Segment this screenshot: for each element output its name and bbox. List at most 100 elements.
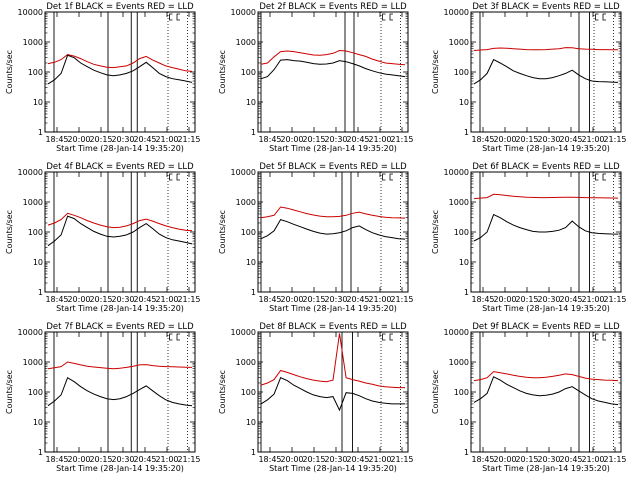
red-lld-series-line — [47, 361, 193, 370]
x-axis-label: Start Time (28-Jan-14 19:35:20) — [56, 464, 184, 473]
y-axis-label: Counts/sec — [5, 210, 14, 254]
x-axis-label: Start Time (28-Jan-14 19:35:20) — [269, 304, 397, 313]
detector-panel-3: Det 3f BLACK = Events RED = LLD 1 10 100 100… — [431, 2, 627, 153]
y-tick-label: 100 — [241, 388, 256, 397]
x-tick-label: 20:45 — [559, 455, 582, 464]
x-tick-label: 20:00 — [67, 135, 90, 144]
y-tick-label: 10 — [459, 98, 469, 107]
x-tick-label: 20:15 — [515, 295, 538, 304]
bracket-marker — [176, 333, 180, 341]
x-tick-label: 20:00 — [67, 295, 90, 304]
black-events-series-line — [47, 54, 193, 85]
x-tick-label: 20:15 — [302, 455, 325, 464]
y-tick-label: 100 — [454, 228, 469, 237]
plot-frame — [470, 11, 622, 133]
y-tick-label: 10 — [459, 418, 469, 427]
y-tick-label: 1000 — [449, 358, 469, 367]
x-tick-label: 21:15 — [177, 135, 200, 144]
y-axis-label: Counts/sec — [5, 370, 14, 414]
panel-title: Det 1f BLACK = Events RED = LLD — [46, 2, 194, 12]
plot-frame — [44, 331, 196, 453]
bracket-marker — [169, 173, 173, 181]
x-tick-label: 20:00 — [280, 455, 303, 464]
x-tick-label: 21:00 — [581, 135, 604, 144]
black-events-series-line — [473, 58, 619, 85]
y-tick-label: 10000 — [18, 168, 43, 177]
x-tick-label: 20:45 — [133, 455, 156, 464]
y-axis-label: Counts/sec — [218, 50, 227, 94]
red-lld-series-line — [473, 193, 619, 200]
y-tick-label: 10000 — [231, 328, 256, 337]
x-tick-label: 18:45 — [258, 295, 281, 304]
x-tick-label: 21:15 — [177, 295, 200, 304]
y-tick-label: 100 — [241, 68, 256, 77]
bracket-marker — [176, 13, 180, 21]
y-tick-label: 10 — [246, 98, 256, 107]
black-events-series-line — [473, 376, 619, 406]
panel-title: Det 6f BLACK = Events RED = LLD — [472, 162, 620, 172]
black-events-series-line — [260, 59, 406, 80]
x-axis-label: Start Time (28-Jan-14 19:35:20) — [56, 144, 184, 153]
x-tick-label: 20:15 — [302, 295, 325, 304]
bracket-marker — [169, 13, 173, 21]
x-tick-label: 20:00 — [280, 295, 303, 304]
red-lld-series-line — [473, 371, 619, 382]
x-tick-label: 21:00 — [155, 295, 178, 304]
x-tick-label: 20:00 — [493, 455, 516, 464]
detector-panel-4: Det 4f BLACK = Events RED = LLD 1 10 100 100… — [5, 162, 201, 313]
x-tick-label: 20:15 — [89, 455, 112, 464]
x-tick-label: 20:30 — [324, 295, 347, 304]
plot-frame — [470, 331, 622, 453]
x-tick-label: 20:00 — [67, 455, 90, 464]
y-tick-label: 1 — [38, 288, 43, 297]
plot-frame — [257, 331, 409, 453]
x-tick-label: 20:30 — [537, 455, 560, 464]
x-tick-label: 20:30 — [111, 295, 134, 304]
x-tick-label: 18:45 — [258, 135, 281, 144]
detector-panel-8: Det 8f BLACK = Events RED = LLD 1 10 100 100… — [218, 322, 414, 473]
y-tick-label: 1000 — [23, 358, 43, 367]
detector-panel-2: Det 2f BLACK = Events RED = LLD 1 10 100 100… — [218, 2, 414, 153]
y-tick-label: 1000 — [449, 198, 469, 207]
x-tick-label: 18:45 — [45, 295, 68, 304]
y-tick-label: 100 — [28, 68, 43, 77]
y-tick-label: 1 — [251, 448, 256, 457]
bracket-marker — [595, 13, 599, 21]
x-tick-label: 18:45 — [471, 135, 494, 144]
x-tick-label: 20:45 — [559, 135, 582, 144]
x-tick-label: 21:00 — [581, 295, 604, 304]
y-tick-label: 1 — [464, 128, 469, 137]
y-tick-label: 1000 — [236, 358, 256, 367]
y-tick-label: 10 — [459, 258, 469, 267]
panel-title: Det 7f BLACK = Events RED = LLD — [46, 322, 194, 332]
x-tick-label: 20:45 — [346, 455, 369, 464]
detector-panel-5: Det 5f BLACK = Events RED = LLD 1 10 100 100… — [218, 162, 414, 313]
detector-panel-9: Det 9f BLACK = Events RED = LLD 1 10 100 100… — [431, 322, 627, 473]
x-tick-label: 21:00 — [368, 135, 391, 144]
x-tick-label: 21:15 — [390, 135, 413, 144]
x-tick-label: 21:15 — [390, 295, 413, 304]
x-tick-label: 21:00 — [368, 295, 391, 304]
x-tick-label: 20:45 — [133, 295, 156, 304]
bracket-marker — [382, 333, 386, 341]
y-tick-label: 10000 — [231, 8, 256, 17]
x-tick-label: 21:00 — [155, 455, 178, 464]
y-tick-label: 100 — [28, 228, 43, 237]
y-tick-label: 10000 — [18, 328, 43, 337]
y-tick-label: 1 — [38, 448, 43, 457]
y-tick-label: 100 — [28, 388, 43, 397]
x-tick-label: 21:15 — [603, 295, 626, 304]
x-tick-label: 20:15 — [515, 455, 538, 464]
x-tick-label: 21:15 — [603, 135, 626, 144]
panel-title: Det 9f BLACK = Events RED = LLD — [472, 322, 620, 332]
bracket-marker — [595, 173, 599, 181]
x-tick-label: 21:00 — [581, 455, 604, 464]
bracket-marker — [169, 333, 173, 341]
panel-title: Det 3f BLACK = Events RED = LLD — [472, 2, 620, 12]
y-tick-label: 1000 — [23, 38, 43, 47]
x-tick-label: 21:15 — [603, 455, 626, 464]
y-axis-label: Counts/sec — [431, 370, 440, 414]
detector-panel-1: Det 1f BLACK = Events RED = LLD 1 10 100 100… — [5, 2, 201, 153]
panel-title: Det 2f BLACK = Events RED = LLD — [259, 2, 407, 12]
